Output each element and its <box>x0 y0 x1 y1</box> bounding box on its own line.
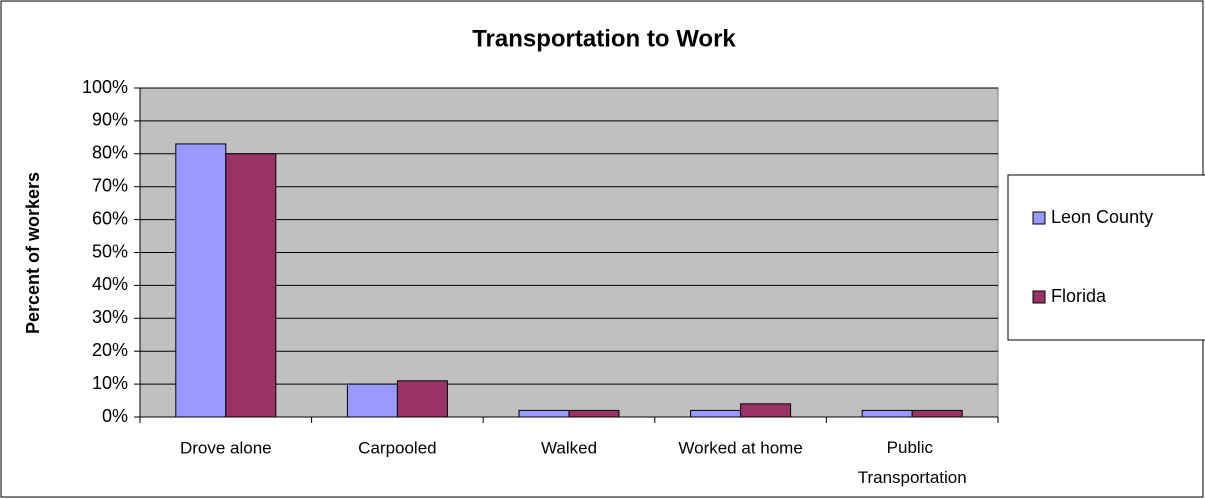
bar <box>861 409 913 418</box>
bar <box>690 409 742 418</box>
x-tick-label: Carpooled <box>358 438 436 457</box>
y-tick-label: 70% <box>92 175 128 195</box>
bar <box>175 143 227 418</box>
legend-label: Leon County <box>1051 207 1153 227</box>
y-tick-label: 40% <box>92 274 128 294</box>
bar <box>518 409 570 418</box>
bar <box>396 380 448 418</box>
legend <box>1007 174 1205 341</box>
legend-label: Florida <box>1051 286 1107 306</box>
bar <box>740 403 792 418</box>
y-tick-label: 30% <box>92 307 128 327</box>
y-axis-label: Percent of workers <box>23 172 43 334</box>
y-tick-label: 60% <box>92 208 128 228</box>
bar <box>225 153 277 418</box>
x-tick-label-line: Transportation <box>858 468 967 487</box>
bar <box>911 409 963 418</box>
legend-swatch <box>1032 211 1046 225</box>
y-tick-label: 90% <box>92 110 128 130</box>
x-tick-label: Walked <box>541 438 597 457</box>
y-tick-label: 50% <box>92 241 128 261</box>
bar <box>568 409 620 418</box>
y-tick-label: 80% <box>92 143 128 163</box>
x-tick-label: Worked at home <box>678 438 802 457</box>
y-tick-label: 10% <box>92 373 128 393</box>
y-tick-label: 20% <box>92 340 128 360</box>
x-tick-label-line: Public <box>887 438 938 457</box>
y-tick-label: 0% <box>102 406 128 426</box>
chart-title: Transportation to Work <box>472 25 736 52</box>
bar <box>346 383 398 418</box>
y-tick-label: 100% <box>82 77 128 97</box>
legend-swatch <box>1032 290 1046 304</box>
x-tick-label: Drove alone <box>180 438 272 457</box>
x-tick-label: Public Transportation <box>858 438 967 487</box>
